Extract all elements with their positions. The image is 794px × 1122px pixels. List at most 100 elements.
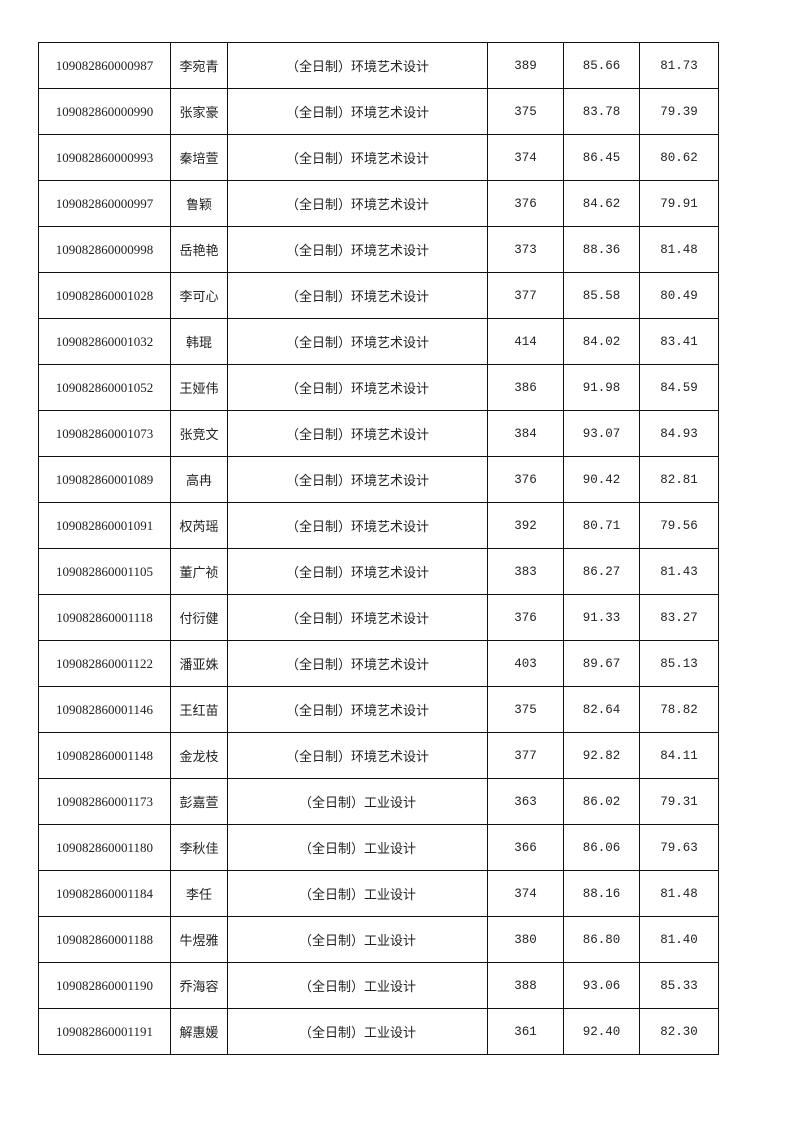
major-cell: （全日制）环境艺术设计 <box>227 42 488 89</box>
retest-score-cell: 92.40 <box>563 1008 640 1055</box>
retest-score-cell: 88.16 <box>563 870 640 917</box>
table-row: 109082860001190 乔海容 （全日制）工业设计 388 93.06 85.33 <box>38 962 719 1009</box>
major-cell: （全日制）工业设计 <box>227 824 488 871</box>
candidate-id-cell: 109082860000993 <box>38 134 171 181</box>
total-score-cell: 78.82 <box>639 686 719 733</box>
candidate-id-cell: 109082860001146 <box>38 686 171 733</box>
major-cell: （全日制）环境艺术设计 <box>227 502 488 549</box>
retest-score-cell: 83.78 <box>563 88 640 135</box>
table-row: 109082860000990 张家豪 （全日制）环境艺术设计 375 83.78 79.… <box>38 88 719 135</box>
candidate-name-cell: 张家豪 <box>170 88 228 135</box>
candidate-id-cell: 109082860001032 <box>38 318 171 365</box>
candidate-id-cell: 109082860001190 <box>38 962 171 1009</box>
table-row: 109082860001184 李任 （全日制）工业设计 374 88.16 81.48 <box>38 870 719 917</box>
candidate-name-cell: 秦培萱 <box>170 134 228 181</box>
major-cell: （全日制）工业设计 <box>227 870 488 917</box>
candidate-id-cell: 109082860001148 <box>38 732 171 779</box>
initial-exam-score-cell: 376 <box>487 456 564 503</box>
retest-score-cell: 86.02 <box>563 778 640 825</box>
initial-exam-score-cell: 366 <box>487 824 564 871</box>
retest-score-cell: 86.80 <box>563 916 640 963</box>
candidate-name-cell: 岳艳艳 <box>170 226 228 273</box>
major-cell: （全日制）工业设计 <box>227 962 488 1009</box>
candidate-id-cell: 109082860001180 <box>38 824 171 871</box>
candidate-name-cell: 李任 <box>170 870 228 917</box>
major-cell: （全日制）工业设计 <box>227 778 488 825</box>
total-score-cell: 81.73 <box>639 42 719 89</box>
table-row: 109082860001173 彭嘉萱 （全日制）工业设计 363 86.02 79.31 <box>38 778 719 825</box>
table-row: 109082860001146 王红苗 （全日制）环境艺术设计 375 82.64 78.… <box>38 686 719 733</box>
major-cell: （全日制）环境艺术设计 <box>227 456 488 503</box>
candidate-name-cell: 李秋佳 <box>170 824 228 871</box>
retest-score-cell: 84.02 <box>563 318 640 365</box>
retest-score-cell: 93.06 <box>563 962 640 1009</box>
major-cell: （全日制）环境艺术设计 <box>227 686 488 733</box>
initial-exam-score-cell: 414 <box>487 318 564 365</box>
total-score-cell: 84.93 <box>639 410 719 457</box>
candidate-name-cell: 高冉 <box>170 456 228 503</box>
total-score-cell: 83.41 <box>639 318 719 365</box>
retest-score-cell: 93.07 <box>563 410 640 457</box>
total-score-cell: 84.11 <box>639 732 719 779</box>
table-row: 109082860001052 王娅伟 （全日制）环境艺术设计 386 91.98 84.… <box>38 364 719 411</box>
table-row: 109082860001032 韩琨 （全日制）环境艺术设计 414 84.02 83.4… <box>38 318 719 365</box>
initial-exam-score-cell: 376 <box>487 594 564 641</box>
candidate-id-cell: 109082860001118 <box>38 594 171 641</box>
candidate-id-cell: 109082860001089 <box>38 456 171 503</box>
score-table-body: 109082860000987 李宛青 （全日制）环境艺术设计 389 85.66 81.… <box>38 42 719 1055</box>
candidate-id-cell: 109082860000990 <box>38 88 171 135</box>
candidate-name-cell: 潘亚姝 <box>170 640 228 687</box>
candidate-id-cell: 109082860001052 <box>38 364 171 411</box>
initial-exam-score-cell: 380 <box>487 916 564 963</box>
retest-score-cell: 92.82 <box>563 732 640 779</box>
score-table: 109082860000987 李宛青 （全日制）环境艺术设计 389 85.66 81.… <box>38 42 719 1055</box>
candidate-name-cell: 乔海容 <box>170 962 228 1009</box>
retest-score-cell: 89.67 <box>563 640 640 687</box>
candidate-name-cell: 李可心 <box>170 272 228 319</box>
initial-exam-score-cell: 384 <box>487 410 564 457</box>
retest-score-cell: 86.45 <box>563 134 640 181</box>
candidate-id-cell: 109082860001122 <box>38 640 171 687</box>
initial-exam-score-cell: 388 <box>487 962 564 1009</box>
candidate-name-cell: 彭嘉萱 <box>170 778 228 825</box>
major-cell: （全日制）环境艺术设计 <box>227 548 488 595</box>
candidate-name-cell: 王红苗 <box>170 686 228 733</box>
retest-score-cell: 90.42 <box>563 456 640 503</box>
total-score-cell: 81.48 <box>639 870 719 917</box>
major-cell: （全日制）工业设计 <box>227 916 488 963</box>
initial-exam-score-cell: 363 <box>487 778 564 825</box>
retest-score-cell: 84.62 <box>563 180 640 227</box>
initial-exam-score-cell: 375 <box>487 88 564 135</box>
major-cell: （全日制）环境艺术设计 <box>227 180 488 227</box>
candidate-id-cell: 109082860001105 <box>38 548 171 595</box>
candidate-name-cell: 解惠媛 <box>170 1008 228 1055</box>
table-row: 109082860001191 解惠媛 （全日制）工业设计 361 92.40 82.30 <box>38 1008 719 1055</box>
candidate-name-cell: 李宛青 <box>170 42 228 89</box>
total-score-cell: 82.30 <box>639 1008 719 1055</box>
total-score-cell: 81.43 <box>639 548 719 595</box>
table-row: 109082860001188 牛煜雅 （全日制）工业设计 380 86.80 81.40 <box>38 916 719 963</box>
total-score-cell: 79.56 <box>639 502 719 549</box>
table-row: 109082860001148 金龙枝 （全日制）环境艺术设计 377 92.82 84.… <box>38 732 719 779</box>
total-score-cell: 85.33 <box>639 962 719 1009</box>
total-score-cell: 81.48 <box>639 226 719 273</box>
major-cell: （全日制）环境艺术设计 <box>227 364 488 411</box>
candidate-name-cell: 董广祯 <box>170 548 228 595</box>
total-score-cell: 83.27 <box>639 594 719 641</box>
major-cell: （全日制）环境艺术设计 <box>227 88 488 135</box>
candidate-id-cell: 109082860000997 <box>38 180 171 227</box>
total-score-cell: 79.63 <box>639 824 719 871</box>
table-row: 109082860001180 李秋佳 （全日制）工业设计 366 86.06 79.63 <box>38 824 719 871</box>
major-cell: （全日制）工业设计 <box>227 1008 488 1055</box>
total-score-cell: 81.40 <box>639 916 719 963</box>
major-cell: （全日制）环境艺术设计 <box>227 226 488 273</box>
retest-score-cell: 82.64 <box>563 686 640 733</box>
major-cell: （全日制）环境艺术设计 <box>227 318 488 365</box>
retest-score-cell: 86.06 <box>563 824 640 871</box>
initial-exam-score-cell: 375 <box>487 686 564 733</box>
total-score-cell: 85.13 <box>639 640 719 687</box>
retest-score-cell: 91.98 <box>563 364 640 411</box>
table-row: 109082860001089 高冉 （全日制）环境艺术设计 376 90.42 82.8… <box>38 456 719 503</box>
retest-score-cell: 85.66 <box>563 42 640 89</box>
candidate-name-cell: 韩琨 <box>170 318 228 365</box>
